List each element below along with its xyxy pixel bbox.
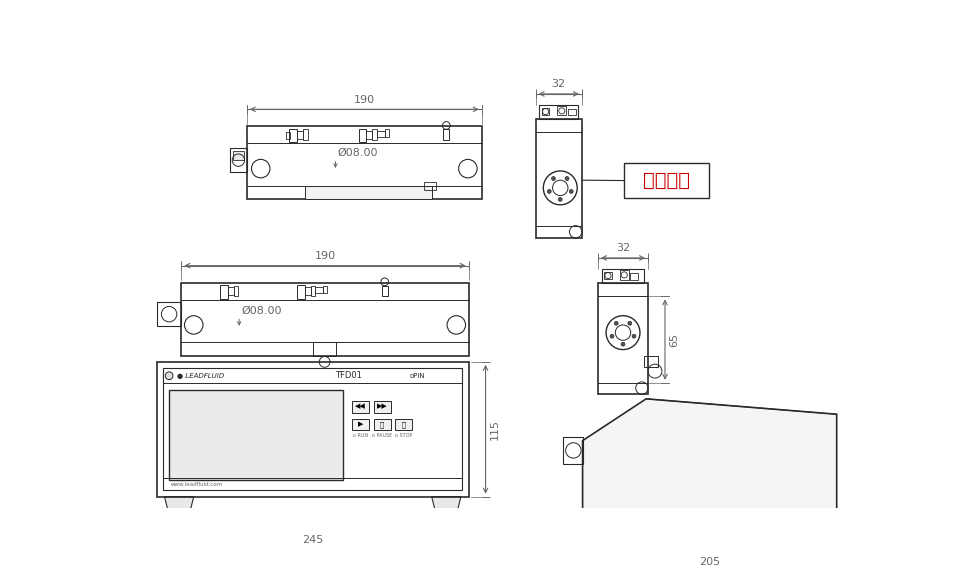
Text: 190: 190 [354,95,374,104]
Text: ⏹: ⏹ [401,421,405,428]
Bar [310,286,315,296]
Circle shape [565,176,569,180]
Bar [366,131,372,139]
Text: ◀◀: ◀◀ [355,404,365,409]
Circle shape [165,372,172,380]
Text: 245: 245 [301,535,323,545]
Bar [601,269,643,283]
Text: ● LEADFLUID: ● LEADFLUID [176,373,224,379]
Text: TFD01: TFD01 [335,371,361,380]
Bar [302,130,307,140]
Bar [623,163,708,198]
Text: Ø08.00: Ø08.00 [337,148,378,158]
Bar [169,389,342,480]
Circle shape [569,190,573,194]
Text: www.leadfluid.com: www.leadfluid.com [171,482,223,487]
Bar [542,108,548,115]
Circle shape [613,321,617,325]
Text: ▶▶: ▶▶ [376,404,387,409]
Text: 115: 115 [489,419,500,440]
Bar [304,186,431,199]
Bar [394,419,412,431]
Bar [539,104,578,119]
Bar [323,286,327,293]
Text: 执行单元: 执行单元 [642,171,689,190]
Bar [247,126,482,199]
Bar [289,128,297,142]
Bar [381,286,388,296]
Bar [220,285,228,299]
Polygon shape [165,497,194,512]
Bar [643,356,657,367]
Bar [313,342,336,356]
Circle shape [558,198,562,202]
Bar [604,272,611,279]
Text: 65: 65 [669,332,679,347]
Bar [535,119,581,238]
Bar [563,437,582,464]
Bar [568,109,575,115]
Polygon shape [582,399,836,518]
Bar [304,287,310,295]
Bar [352,401,368,413]
Bar [373,419,391,431]
Bar [297,285,304,299]
Bar [286,132,290,139]
Bar [372,130,377,140]
Bar [157,362,468,497]
Text: 205: 205 [699,557,719,566]
Text: o RUN: o RUN [353,433,367,438]
Bar [234,286,238,296]
Bar [373,401,391,413]
Polygon shape [794,518,825,534]
Polygon shape [431,497,460,512]
Circle shape [632,334,636,338]
Text: ⏸: ⏸ [380,421,384,428]
Text: 32: 32 [615,243,630,254]
Bar [181,283,468,356]
Circle shape [620,342,624,346]
Polygon shape [594,518,624,534]
Text: o STOP: o STOP [394,433,412,438]
Bar [423,183,435,190]
Bar [597,283,647,394]
Text: 32: 32 [551,79,565,89]
Text: Ø08.00: Ø08.00 [241,305,282,315]
Text: 190: 190 [314,251,335,261]
Bar [157,302,181,327]
Bar [630,274,638,279]
Bar [619,270,628,279]
Circle shape [547,190,550,194]
Bar [377,131,385,137]
Circle shape [610,334,613,338]
Bar [233,151,243,160]
Bar [163,368,462,490]
Bar [443,130,449,140]
Circle shape [551,176,555,180]
Bar [228,287,234,295]
Bar [230,148,247,172]
Bar [359,128,366,142]
Bar [556,106,566,115]
Text: oPIN: oPIN [409,373,425,379]
Bar [385,130,389,137]
Circle shape [627,321,631,325]
Bar [352,419,368,431]
Text: ▶: ▶ [358,421,362,427]
Text: o PAUSE: o PAUSE [371,433,391,438]
Bar [297,131,302,139]
Bar [315,287,323,293]
